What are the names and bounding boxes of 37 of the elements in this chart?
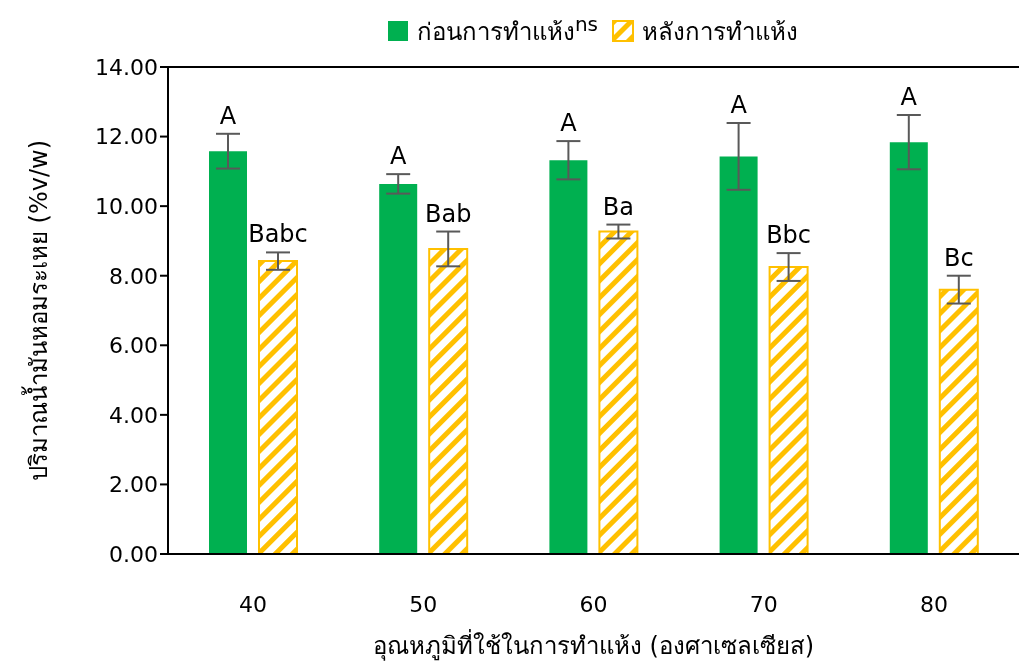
annotation: Bab — [425, 199, 472, 228]
annotation: A — [730, 91, 748, 120]
bar — [938, 288, 979, 554]
legend-label: หลังการทำแห้ง — [642, 16, 799, 48]
x-tick-label: 50 — [409, 591, 438, 617]
y-tick-label: 2.00 — [109, 472, 158, 498]
x-axis-title: อุณหภูมิที่ใช้ในการทำแห้ง (องศาเซลเซียส) — [372, 629, 815, 661]
bar — [889, 142, 928, 554]
bar — [549, 160, 588, 554]
x-tick-label: 60 — [579, 591, 608, 617]
annotation: A — [560, 109, 578, 138]
y-tick-label: 14.00 — [95, 54, 158, 80]
annotation: Ba — [602, 192, 634, 221]
bar — [258, 260, 298, 554]
annotation: A — [389, 142, 407, 171]
y-tick-label: 0.00 — [109, 541, 158, 567]
bar — [598, 230, 639, 554]
x-tick-label: 40 — [239, 591, 268, 617]
annotation: Babc — [248, 220, 308, 249]
annotation: A — [219, 101, 237, 130]
y-tick-label: 8.00 — [109, 263, 158, 289]
bar — [719, 156, 758, 554]
bar — [428, 247, 469, 554]
annotation: Bc — [943, 243, 974, 272]
bar — [209, 151, 247, 554]
bar — [379, 183, 418, 554]
annotation: Bbc — [766, 221, 812, 250]
y-tick-label: 4.00 — [109, 402, 158, 428]
y-tick-label: 10.00 — [95, 193, 158, 219]
x-tick-label: 80 — [919, 591, 948, 617]
annotation: A — [900, 83, 918, 111]
y-tick-label: 6.00 — [109, 333, 158, 359]
x-tick-label: 70 — [749, 591, 778, 617]
y-axis-title: ปริมาณน้ำมันหอมระเหย (%v/w) — [20, 139, 53, 482]
y-tick-label: 12.00 — [95, 124, 158, 150]
legend-label: ก่อนการทำแห้ง$^{ns}$ — [416, 11, 599, 48]
bar — [768, 266, 809, 554]
